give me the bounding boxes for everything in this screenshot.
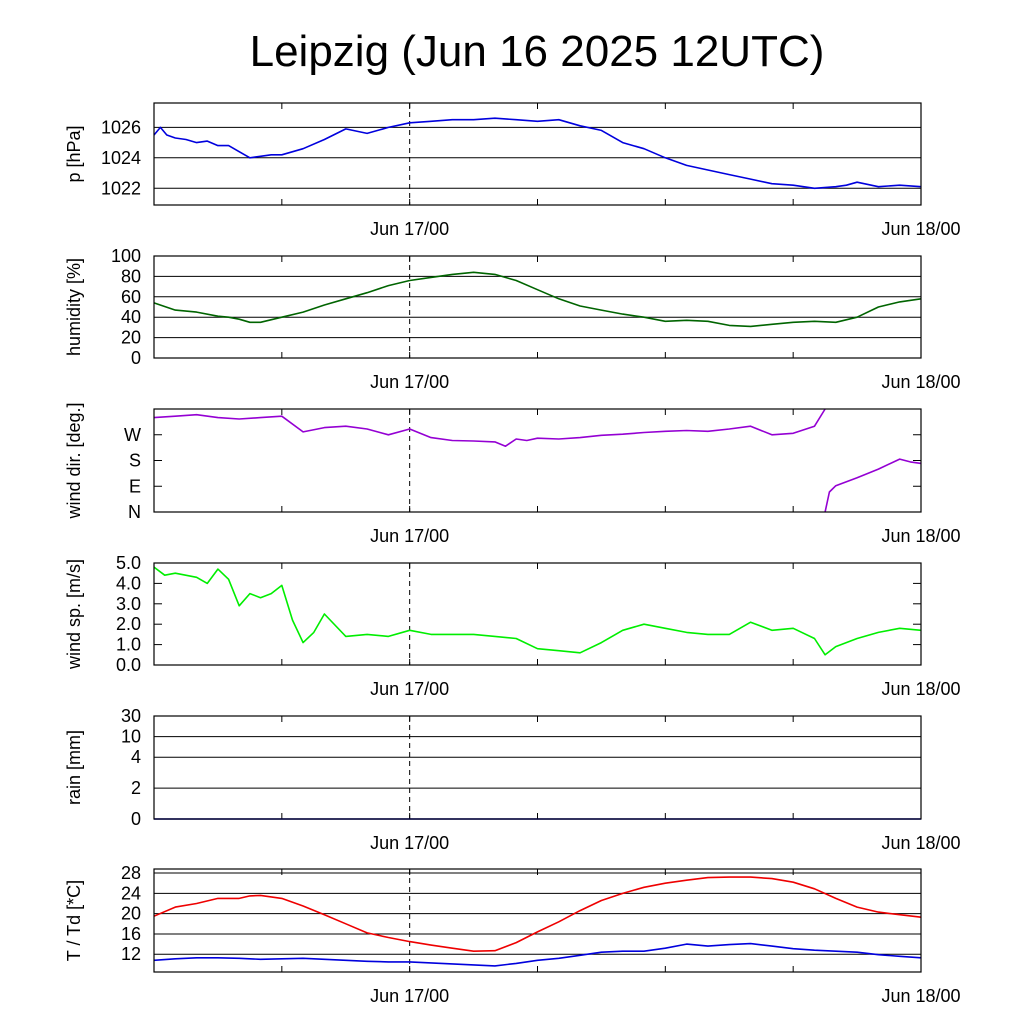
pressure-series-line-1 — [153, 117, 922, 190]
temperature-frame — [153, 868, 922, 973]
temperature-series-line-2 — [153, 942, 922, 967]
rain-xtick-label: Jun 17/00 — [370, 833, 449, 853]
wind-direction-series-line-2 — [824, 458, 922, 513]
wind-direction-ytick-label: W — [124, 425, 141, 445]
temperature-series-line-1 — [153, 876, 922, 953]
pressure-xtick-label: Jun 17/00 — [370, 219, 449, 239]
humidity-ylabel: humidity [%] — [64, 258, 84, 356]
humidity-xtick-label: Jun 17/00 — [370, 372, 449, 392]
pressure-ylabel: p [hPa] — [64, 125, 84, 182]
temperature-ytick-label: 24 — [121, 883, 141, 903]
wind-direction-ytick-label: E — [129, 476, 141, 496]
wind-speed-series-line-1 — [153, 566, 922, 656]
wind-speed-frame — [153, 562, 922, 666]
wind-speed-xtick-label: Jun 17/00 — [370, 679, 449, 699]
humidity-series-line-1 — [153, 271, 922, 328]
humidity-ytick-label: 80 — [121, 266, 141, 286]
wind-direction-ylabel: wind dir. [deg.] — [64, 402, 84, 519]
temperature-ylabel: T / Td [*C] — [64, 880, 84, 961]
temperature-ytick-label: 20 — [121, 904, 141, 924]
wind-speed-ytick-label: 0.0 — [116, 655, 141, 675]
rain-ytick-label: 0 — [131, 809, 141, 829]
temperature-ytick-label: 12 — [121, 944, 141, 964]
humidity-ytick-label: 100 — [111, 246, 141, 266]
wind-direction-xtick-label: Jun 18/00 — [881, 526, 960, 546]
wind-direction-series-line-1 — [153, 408, 826, 448]
rain-ylabel: rain [mm] — [64, 730, 84, 805]
pressure-ytick-label: 1024 — [101, 148, 141, 168]
wind-speed-ytick-label: 3.0 — [116, 594, 141, 614]
wind-direction-ytick-label: S — [129, 451, 141, 471]
humidity-ytick-label: 20 — [121, 328, 141, 348]
rain-ytick-label: 2 — [131, 778, 141, 798]
wind-speed-ytick-label: 2.0 — [116, 614, 141, 634]
temperature-ytick-label: 16 — [121, 924, 141, 944]
pressure-frame — [153, 102, 922, 206]
rain-ytick-label: 10 — [121, 727, 141, 747]
wind-direction-frame — [153, 408, 922, 513]
rain-ytick-label: 30 — [121, 706, 141, 726]
temperature-xtick-label: Jun 18/00 — [881, 986, 960, 1006]
wind-speed-ytick-label: 5.0 — [116, 553, 141, 573]
chart-title: Leipzig (Jun 16 2025 12UTC) — [250, 27, 825, 76]
pressure-xtick-label: Jun 18/00 — [881, 219, 960, 239]
temperature-ytick-label: 28 — [121, 863, 141, 883]
wind-speed-ytick-label: 4.0 — [116, 573, 141, 593]
rain-xtick-label: Jun 18/00 — [881, 833, 960, 853]
humidity-xtick-label: Jun 18/00 — [881, 372, 960, 392]
pressure-panel: 1022 1024 1026 p [hPa] Jun 17/00 Jun 18/00 — [64, 102, 961, 239]
rain-ytick-label: 4 — [131, 747, 141, 767]
wind-speed-ytick-label: 1.0 — [116, 635, 141, 655]
wind-direction-ytick-label: N — [128, 502, 141, 522]
rain-frame — [153, 715, 922, 820]
humidity-frame — [153, 255, 922, 359]
wind-speed-panel: 0.01.02.03.04.05.0 wind sp. [m/s] Jun 17/0… — [64, 553, 961, 699]
humidity-ytick-label: 40 — [121, 307, 141, 327]
pressure-ytick-label: 1026 — [101, 117, 141, 137]
temperature-xtick-label: Jun 17/00 — [370, 986, 449, 1006]
wind-direction-xtick-label: Jun 17/00 — [370, 526, 449, 546]
humidity-ytick-label: 0 — [131, 348, 141, 368]
wind-speed-xtick-label: Jun 18/00 — [881, 679, 960, 699]
wind-speed-ylabel: wind sp. [m/s] — [64, 559, 84, 670]
pressure-ytick-label: 1022 — [101, 178, 141, 198]
humidity-ytick-label: 60 — [121, 287, 141, 307]
